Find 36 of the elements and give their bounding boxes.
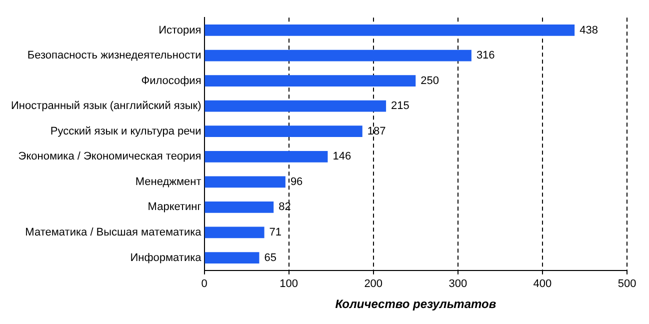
y-tick-label: История xyxy=(158,24,202,36)
bar xyxy=(204,150,328,162)
y-tick-label: Информатика xyxy=(130,252,202,264)
y-tick-label: Экономика / Экономическая теория xyxy=(18,150,202,163)
x-tick-label: 500 xyxy=(618,278,636,290)
bar xyxy=(204,75,416,86)
x-tick-label: 100 xyxy=(280,278,298,290)
bar xyxy=(204,126,362,138)
bar xyxy=(204,100,386,112)
y-tick-label: Менеджмент xyxy=(135,176,202,188)
y-tick-label: Маркетинг xyxy=(148,201,202,214)
x-axis-title: Количество результатов xyxy=(335,297,496,312)
data-label: 438 xyxy=(580,24,598,36)
data-label: 250 xyxy=(420,74,439,87)
data-label: 187 xyxy=(367,125,386,138)
y-tick-label: Философия xyxy=(141,74,202,87)
data-label: 96 xyxy=(290,176,303,188)
x-tick-label: 300 xyxy=(448,278,468,290)
data-label: 71 xyxy=(269,226,282,239)
bar xyxy=(204,50,472,62)
bar xyxy=(204,24,575,36)
x-tick-label: 0 xyxy=(201,278,208,290)
bar xyxy=(204,226,264,238)
y-tick-label: Математика / Высшая математика xyxy=(25,226,202,239)
y-tick-label: Иностранный язык (английский язык) xyxy=(10,100,202,112)
bar xyxy=(204,176,286,188)
x-tick-label: 400 xyxy=(533,278,552,290)
data-label: 316 xyxy=(476,50,495,62)
data-label: 146 xyxy=(332,150,352,163)
x-tick-label: 200 xyxy=(364,278,383,290)
bar xyxy=(204,202,274,213)
y-tick-label: Безопасность жизнедеятельности xyxy=(27,50,202,62)
data-label: 65 xyxy=(264,252,276,264)
bar xyxy=(204,252,260,264)
data-label: 215 xyxy=(391,100,410,112)
y-tick-label: Русский язык и культура речи xyxy=(50,125,202,138)
